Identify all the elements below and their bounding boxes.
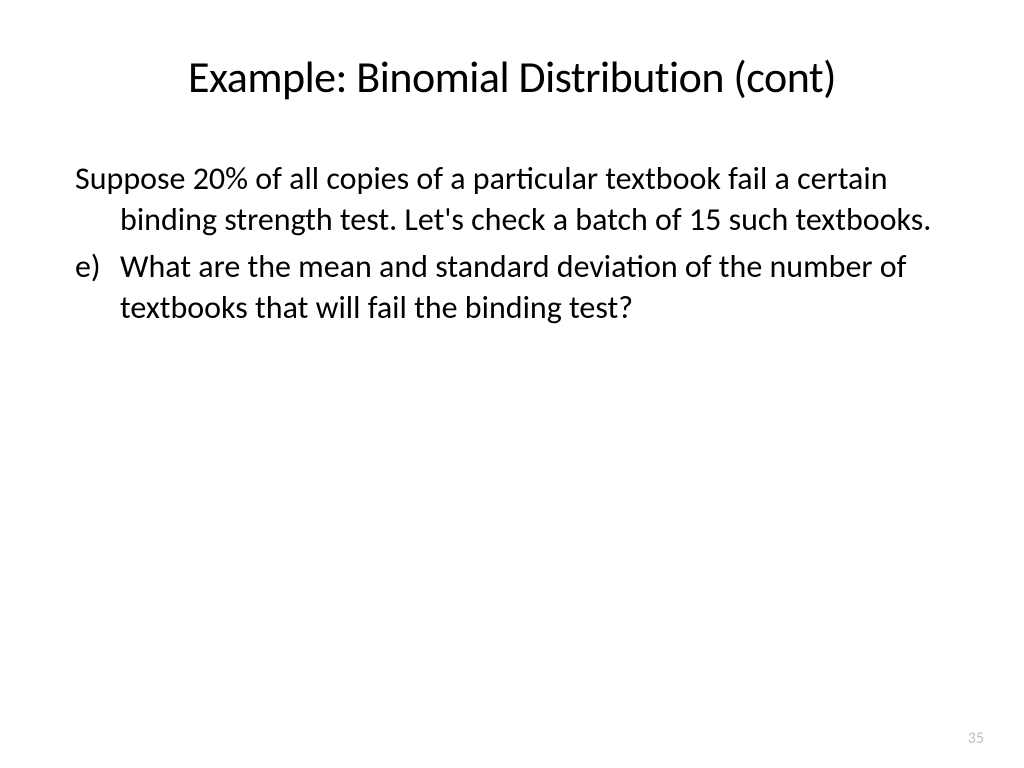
slide-container: Example: Binomial Distribution (cont) Su…	[0, 0, 1024, 768]
question-text: What are the mean and standard deviation…	[120, 247, 949, 329]
slide-body: Suppose 20% of all copies of a particula…	[75, 159, 949, 329]
page-number: 35	[968, 729, 984, 748]
intro-paragraph: Suppose 20% of all copies of a particula…	[75, 159, 949, 241]
question-item: e) What are the mean and standard deviat…	[75, 247, 949, 329]
list-marker: e)	[75, 247, 120, 329]
slide-title: Example: Binomial Distribution (cont)	[75, 50, 949, 104]
